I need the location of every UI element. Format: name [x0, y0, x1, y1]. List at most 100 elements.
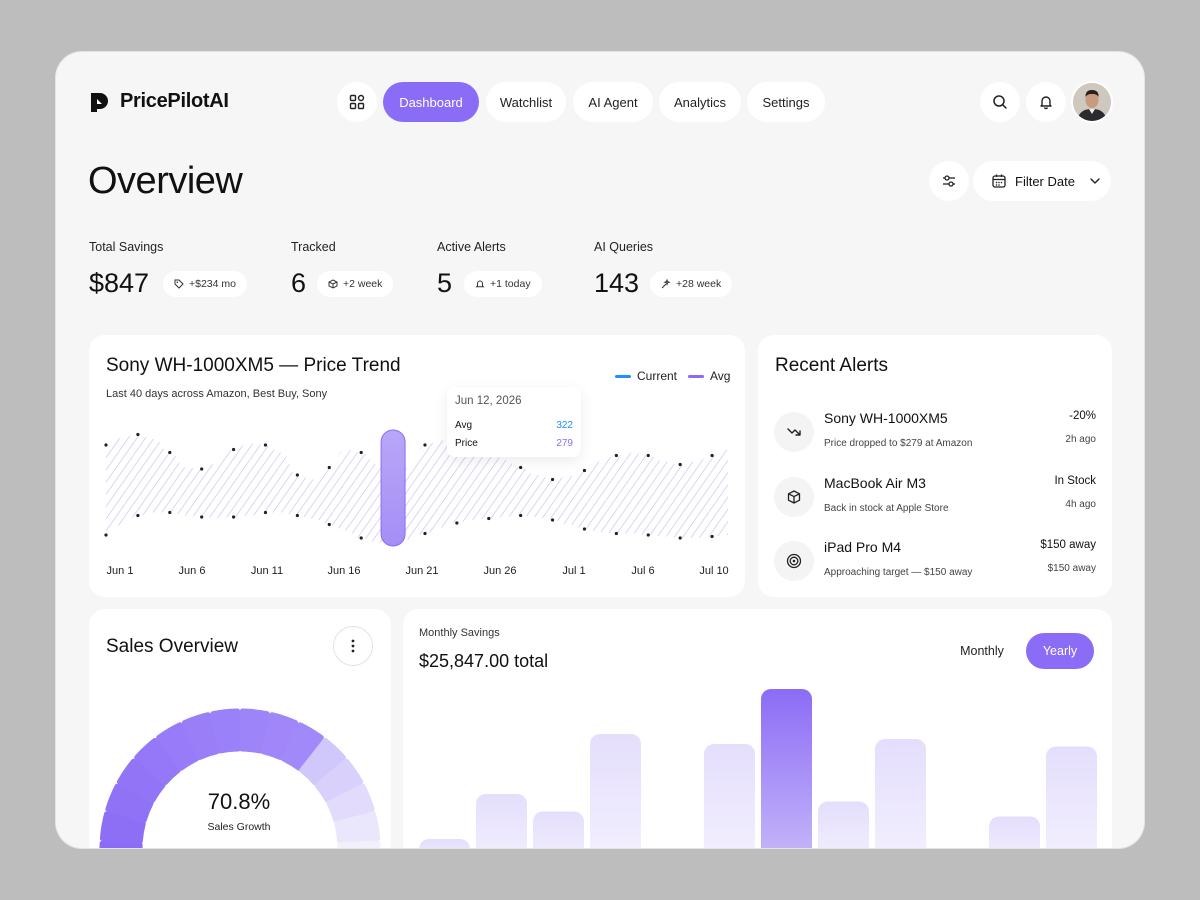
nav-dashboard[interactable]: Dashboard: [383, 82, 479, 122]
upper-point: [136, 432, 140, 437]
recent-alerts-card: Recent Alerts Sony WH-1000XM5 Price drop…: [758, 335, 1112, 597]
lower-point: [487, 516, 491, 521]
alert-time: 2h ago: [1065, 434, 1096, 445]
badge-text: +$234 mo: [189, 278, 236, 290]
price-range-area: [106, 434, 728, 544]
price-trend-card: Sony WH-1000XM5 — Price Trend Last 40 da…: [89, 335, 745, 597]
alert-item[interactable]: Sony WH-1000XM5 Price dropped to $279 at…: [774, 410, 1096, 454]
more-options-button[interactable]: [333, 626, 373, 666]
nav-watchlist[interactable]: Watchlist: [486, 82, 566, 122]
alert-value: In Stock: [1054, 475, 1096, 487]
logo[interactable]: PricePilotAI: [88, 90, 229, 113]
savings-bar[interactable]: [590, 734, 641, 848]
nav-settings[interactable]: Settings: [747, 82, 825, 122]
upper-point: [646, 453, 650, 458]
stat-badge-total-savings: +$234 mo: [163, 271, 247, 297]
chart-tooltip: Jun 12, 2026 Avg 322 Price 279: [447, 387, 581, 457]
recent-alerts-title: Recent Alerts: [775, 355, 888, 376]
savings-bar[interactable]: [419, 839, 470, 848]
monthly-savings-chart[interactable]: [403, 609, 1112, 848]
lower-point: [200, 515, 204, 519]
gauge-segment: [99, 840, 143, 848]
sparkle-icon: [661, 279, 671, 289]
gauge-segment: [105, 783, 154, 823]
gauge-segment: [116, 758, 166, 803]
filter-date-label: Filter Date: [1015, 173, 1075, 189]
nav-ai-agent[interactable]: AI Agent: [573, 82, 653, 122]
legend-label: Avg: [710, 369, 731, 383]
sales-overview-title: Sales Overview: [106, 636, 238, 657]
avatar-image: [1073, 83, 1111, 121]
legend-swatch-avg: [688, 374, 704, 378]
upper-point: [678, 462, 682, 467]
toggle-yearly[interactable]: Yearly: [1026, 633, 1094, 669]
grid-button[interactable]: [337, 82, 377, 122]
lower-point: [295, 513, 299, 518]
alert-item[interactable]: iPad Pro M4 Approaching target — $150 aw…: [774, 539, 1096, 583]
avatar[interactable]: [1071, 81, 1113, 123]
lower-point: [582, 527, 587, 531]
lower-point: [614, 531, 618, 536]
alert-item[interactable]: MacBook Air M3 Back in stock at Apple St…: [774, 475, 1096, 519]
toggle-label: Yearly: [1042, 644, 1078, 658]
savings-bar[interactable]: [989, 816, 1040, 849]
legend-label: Current: [637, 369, 678, 383]
page-title: Overview: [88, 160, 243, 202]
stat-badge-active-alerts: +1 today: [464, 271, 542, 297]
bell-icon: [1040, 96, 1052, 110]
tooltip-avg-value: 322: [556, 420, 573, 431]
savings-bar[interactable]: [761, 689, 812, 848]
gauge-segment: [280, 722, 324, 771]
x-tick-label: Jun 1: [106, 565, 134, 577]
lower-point: [136, 513, 140, 518]
price-trend-chart[interactable]: [89, 335, 745, 597]
monthly-savings-card: Monthly Savings $25,847.00 total Monthly…: [403, 609, 1112, 848]
lower-point: [327, 522, 331, 527]
gauge-segment: [314, 758, 364, 803]
nav-label: Analytics: [673, 94, 727, 110]
toggle-monthly[interactable]: Monthly: [945, 633, 1019, 669]
sales-gauge: [99, 708, 381, 848]
savings-bar[interactable]: [476, 794, 527, 848]
filter-date-button[interactable]: Filter Date: [973, 161, 1111, 201]
alert-time: $150 away: [1047, 563, 1096, 574]
app-window: PricePilotAI Dashboard Watchlist AI Agen…: [56, 52, 1144, 848]
search-button[interactable]: [980, 82, 1020, 122]
tooltip-avg-label: Avg: [455, 420, 473, 431]
x-tick-label: Jul 1: [562, 565, 586, 577]
lower-point: [263, 510, 268, 515]
search-icon: [993, 95, 1007, 109]
savings-bar[interactable]: [704, 744, 755, 848]
notifications-button[interactable]: [1026, 82, 1066, 122]
savings-bar[interactable]: [1046, 746, 1097, 849]
savings-bar[interactable]: [818, 801, 869, 849]
x-tick-label: Jun 16: [327, 565, 361, 577]
lower-point: [710, 534, 714, 539]
gauge-segment: [326, 783, 375, 823]
alert-icon-bg: [774, 412, 814, 452]
upper-point: [550, 477, 555, 482]
nav-analytics[interactable]: Analytics: [659, 82, 741, 122]
highlight-bar[interactable]: [380, 429, 406, 547]
upper-point: [231, 447, 236, 452]
lower-point: [359, 536, 363, 540]
savings-bar[interactable]: [533, 811, 584, 849]
x-tick-label: Jun 11: [250, 565, 284, 577]
filter-settings-button[interactable]: [929, 161, 969, 201]
calendar-icon: [992, 174, 1006, 188]
badge-text: +1 today: [490, 278, 531, 290]
lower-point: [550, 518, 555, 522]
alert-icon-bg: [774, 477, 814, 517]
stat-label-tracked: Tracked: [291, 240, 336, 254]
nav-label: AI Agent: [588, 94, 638, 110]
alert-name: iPad Pro M4: [824, 539, 902, 555]
gauge-segment: [156, 722, 200, 771]
toggle-label: Monthly: [960, 644, 1004, 658]
badge-text: +28 week: [676, 278, 722, 290]
lower-point: [168, 510, 172, 515]
upper-point: [710, 453, 714, 458]
x-tick-label: Jun 21: [405, 565, 439, 577]
savings-bar[interactable]: [875, 739, 926, 848]
monthly-savings-total: $25,847.00 total: [419, 651, 549, 671]
gauge-segment: [299, 737, 346, 786]
